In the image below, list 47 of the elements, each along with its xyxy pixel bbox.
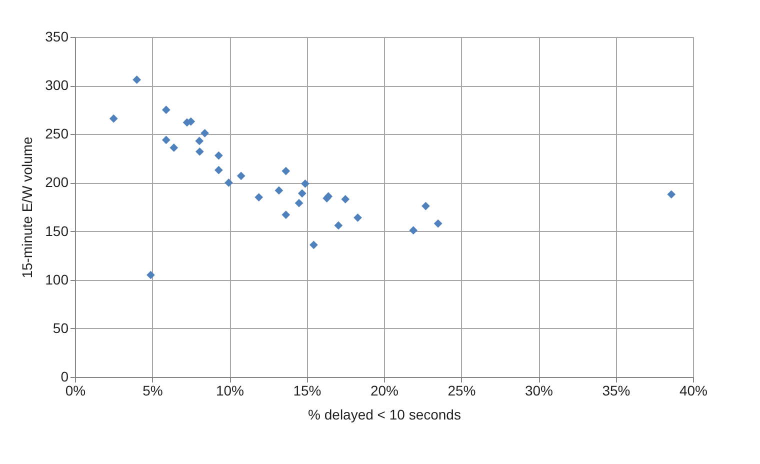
x-tick-label: 20% [370,382,399,398]
point [354,214,362,222]
x-tick-label: 15% [293,382,322,398]
y-tick-label: 250 [45,126,69,142]
x-tick-label: 40% [679,382,708,398]
x-tick-label: 35% [602,382,630,398]
point [162,136,170,144]
point [146,270,155,280]
y-tick-label: 100 [45,271,69,288]
point [422,202,430,210]
point [334,221,343,230]
point [132,76,141,84]
point [200,128,209,138]
point [341,195,350,204]
x-tick-label: 25% [448,382,476,398]
point [254,193,264,202]
point [195,136,204,146]
point [236,172,246,180]
point [667,190,676,199]
x-tick-label: 5% [142,382,163,398]
y-tick-label: 50 [52,320,69,336]
point [214,151,223,160]
point [109,114,118,123]
point [301,180,310,188]
y-axis-title: 15-minute E/W volume [19,136,36,278]
y-tick-label: 200 [45,174,69,190]
point [294,198,304,208]
x-tick-label: 10% [216,382,244,398]
y-tick-label: 150 [45,222,69,239]
y-tick-label: 0 [60,368,69,384]
point [434,219,442,228]
point [274,186,284,195]
point [282,210,290,219]
x-tick-label: 0% [65,382,86,398]
point [170,144,178,152]
point [298,189,306,198]
y-tick-label: 350 [45,28,69,44]
point [214,166,223,174]
point [310,240,318,250]
x-axis-title: % delayed < 10 seconds [308,406,461,422]
point [162,106,170,114]
point [196,147,204,156]
point [224,178,233,187]
point [282,166,290,176]
point [409,226,418,234]
y-tick-label: 300 [45,77,69,94]
x-tick-label: 30% [524,382,554,398]
